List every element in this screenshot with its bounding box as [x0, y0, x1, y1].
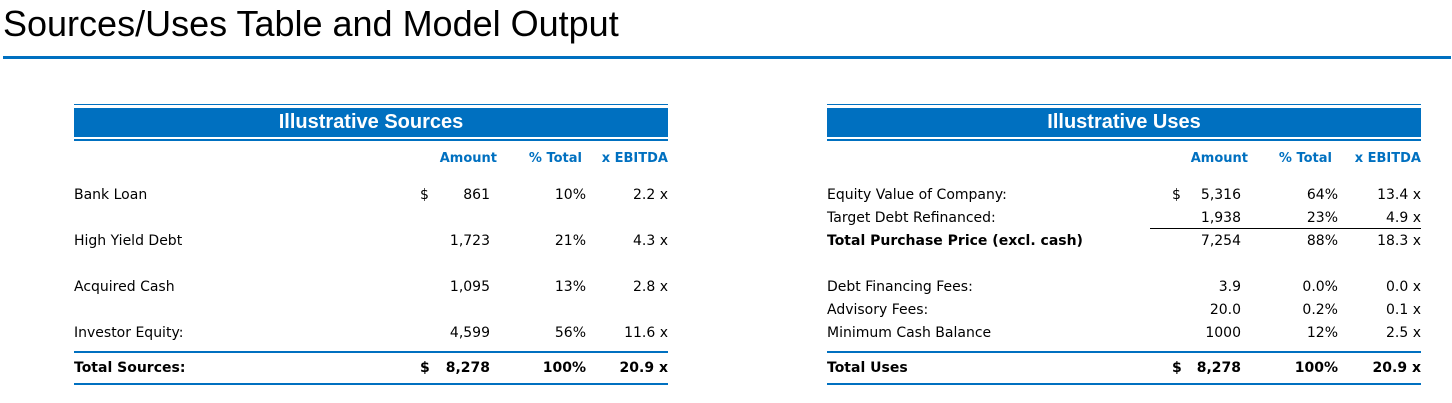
row-ebitda: 2.2 x	[633, 187, 668, 203]
sources-heading: Illustrative Sources	[74, 108, 668, 137]
row-amount: 20.0	[1209, 302, 1241, 318]
subtotal-underline	[1150, 228, 1421, 229]
row-label: Bank Loan	[74, 187, 148, 203]
row-amount: 1,723	[449, 233, 490, 249]
row-ebitda: 0.0 x	[1386, 279, 1421, 295]
row-pct: 0.0%	[1302, 279, 1338, 295]
row-amount: 7,254	[1200, 233, 1241, 249]
row-amount: 1000	[1205, 325, 1241, 341]
row-ebitda: 4.9 x	[1386, 210, 1421, 226]
table-row: High Yield Debt 1,723 21% 4.3 x	[74, 231, 668, 251]
row-pct: 13%	[554, 279, 586, 295]
total-pct: 100%	[542, 360, 586, 376]
row-label: High Yield Debt	[74, 233, 183, 249]
row-pct: 88%	[1306, 233, 1338, 249]
uses-total-row: Total Uses $ 8,278 100% 20.9 x	[827, 358, 1421, 378]
row-ebitda: 2.8 x	[633, 279, 668, 295]
uses-total-rule	[827, 351, 1421, 353]
table-row: Total Purchase Price (excl. cash) 7,254 …	[827, 231, 1421, 251]
row-amount: 861	[463, 187, 490, 203]
sources-col-pct: % Total	[528, 151, 582, 166]
total-amount: 8,278	[1196, 360, 1241, 376]
row-pct: 23%	[1306, 210, 1338, 226]
sources-total-row: Total Sources: $ 8,278 100% 20.9 x	[74, 358, 668, 378]
uses-col-pct: % Total	[1278, 151, 1332, 166]
row-amount: 3.9	[1218, 279, 1241, 295]
row-label: Acquired Cash	[74, 279, 175, 295]
total-currency: $	[420, 360, 430, 376]
sources-col-amount: Amount	[439, 151, 497, 166]
row-label: Equity Value of Company:	[827, 187, 1007, 203]
table-row: Investor Equity: 4,599 56% 11.6 x	[74, 323, 668, 343]
total-label: Total Uses	[827, 360, 908, 376]
total-label: Total Sources:	[74, 360, 186, 376]
row-ebitda: 2.5 x	[1386, 325, 1421, 341]
row-label: Target Debt Refinanced:	[827, 210, 996, 226]
row-pct: 56%	[554, 325, 586, 341]
row-pct: 10%	[554, 187, 586, 203]
row-ebitda: 11.6 x	[624, 325, 668, 341]
sources-bottom-rule	[74, 383, 668, 385]
sources-col-ebitda: x EBITDA	[601, 151, 668, 166]
row-ebitda: 4.3 x	[633, 233, 668, 249]
table-row: Debt Financing Fees: 3.9 0.0% 0.0 x	[827, 277, 1421, 297]
table-row: Minimum Cash Balance 1000 12% 2.5 x	[827, 323, 1421, 343]
row-pct: 0.2%	[1302, 302, 1338, 318]
uses-top-rule	[827, 104, 1421, 105]
uses-col-ebitda: x EBITDA	[1354, 151, 1421, 166]
row-label: Investor Equity:	[74, 325, 184, 341]
row-amount: 5,316	[1200, 187, 1241, 203]
table-row: Target Debt Refinanced: 1,938 23% 4.9 x	[827, 208, 1421, 228]
uses-heading: Illustrative Uses	[827, 108, 1421, 137]
table-row: Acquired Cash 1,095 13% 2.8 x	[74, 277, 668, 297]
table-row: Bank Loan $ 861 10% 2.2 x	[74, 185, 668, 205]
total-currency: $	[1172, 360, 1182, 376]
total-ebitda: 20.9 x	[1372, 360, 1421, 376]
table-row: Equity Value of Company: $ 5,316 64% 13.…	[827, 185, 1421, 205]
sources-total-rule	[74, 351, 668, 353]
row-label: Advisory Fees:	[827, 302, 929, 318]
page-title: Sources/Uses Table and Model Output	[3, 3, 619, 44]
uses-table: Illustrative Uses Amount % Total x EBITD…	[827, 104, 1421, 394]
table-row: Advisory Fees: 20.0 0.2% 0.1 x	[827, 300, 1421, 320]
row-amount: 1,938	[1200, 210, 1241, 226]
row-ebitda: 18.3 x	[1377, 233, 1421, 249]
sources-table: Illustrative Sources Amount % Total x EB…	[74, 104, 668, 394]
uses-col-amount: Amount	[1190, 151, 1248, 166]
row-pct: 64%	[1306, 187, 1338, 203]
row-currency: $	[420, 187, 429, 203]
sources-top-rule	[74, 104, 668, 105]
row-amount: 1,095	[449, 279, 490, 295]
row-ebitda: 0.1 x	[1386, 302, 1421, 318]
row-pct: 21%	[554, 233, 586, 249]
row-ebitda: 13.4 x	[1377, 187, 1421, 203]
uses-bottom-rule	[827, 383, 1421, 385]
total-pct: 100%	[1294, 360, 1338, 376]
row-label: Total Purchase Price (excl. cash)	[827, 233, 1083, 249]
row-currency: $	[1172, 187, 1181, 203]
uses-heading-rule	[827, 139, 1421, 141]
row-pct: 12%	[1306, 325, 1338, 341]
total-ebitda: 20.9 x	[619, 360, 668, 376]
sources-heading-rule	[74, 139, 668, 141]
row-amount: 4,599	[449, 325, 490, 341]
row-label: Debt Financing Fees:	[827, 279, 973, 295]
total-amount: 8,278	[445, 360, 490, 376]
title-divider	[3, 56, 1451, 59]
row-label: Minimum Cash Balance	[827, 325, 992, 341]
